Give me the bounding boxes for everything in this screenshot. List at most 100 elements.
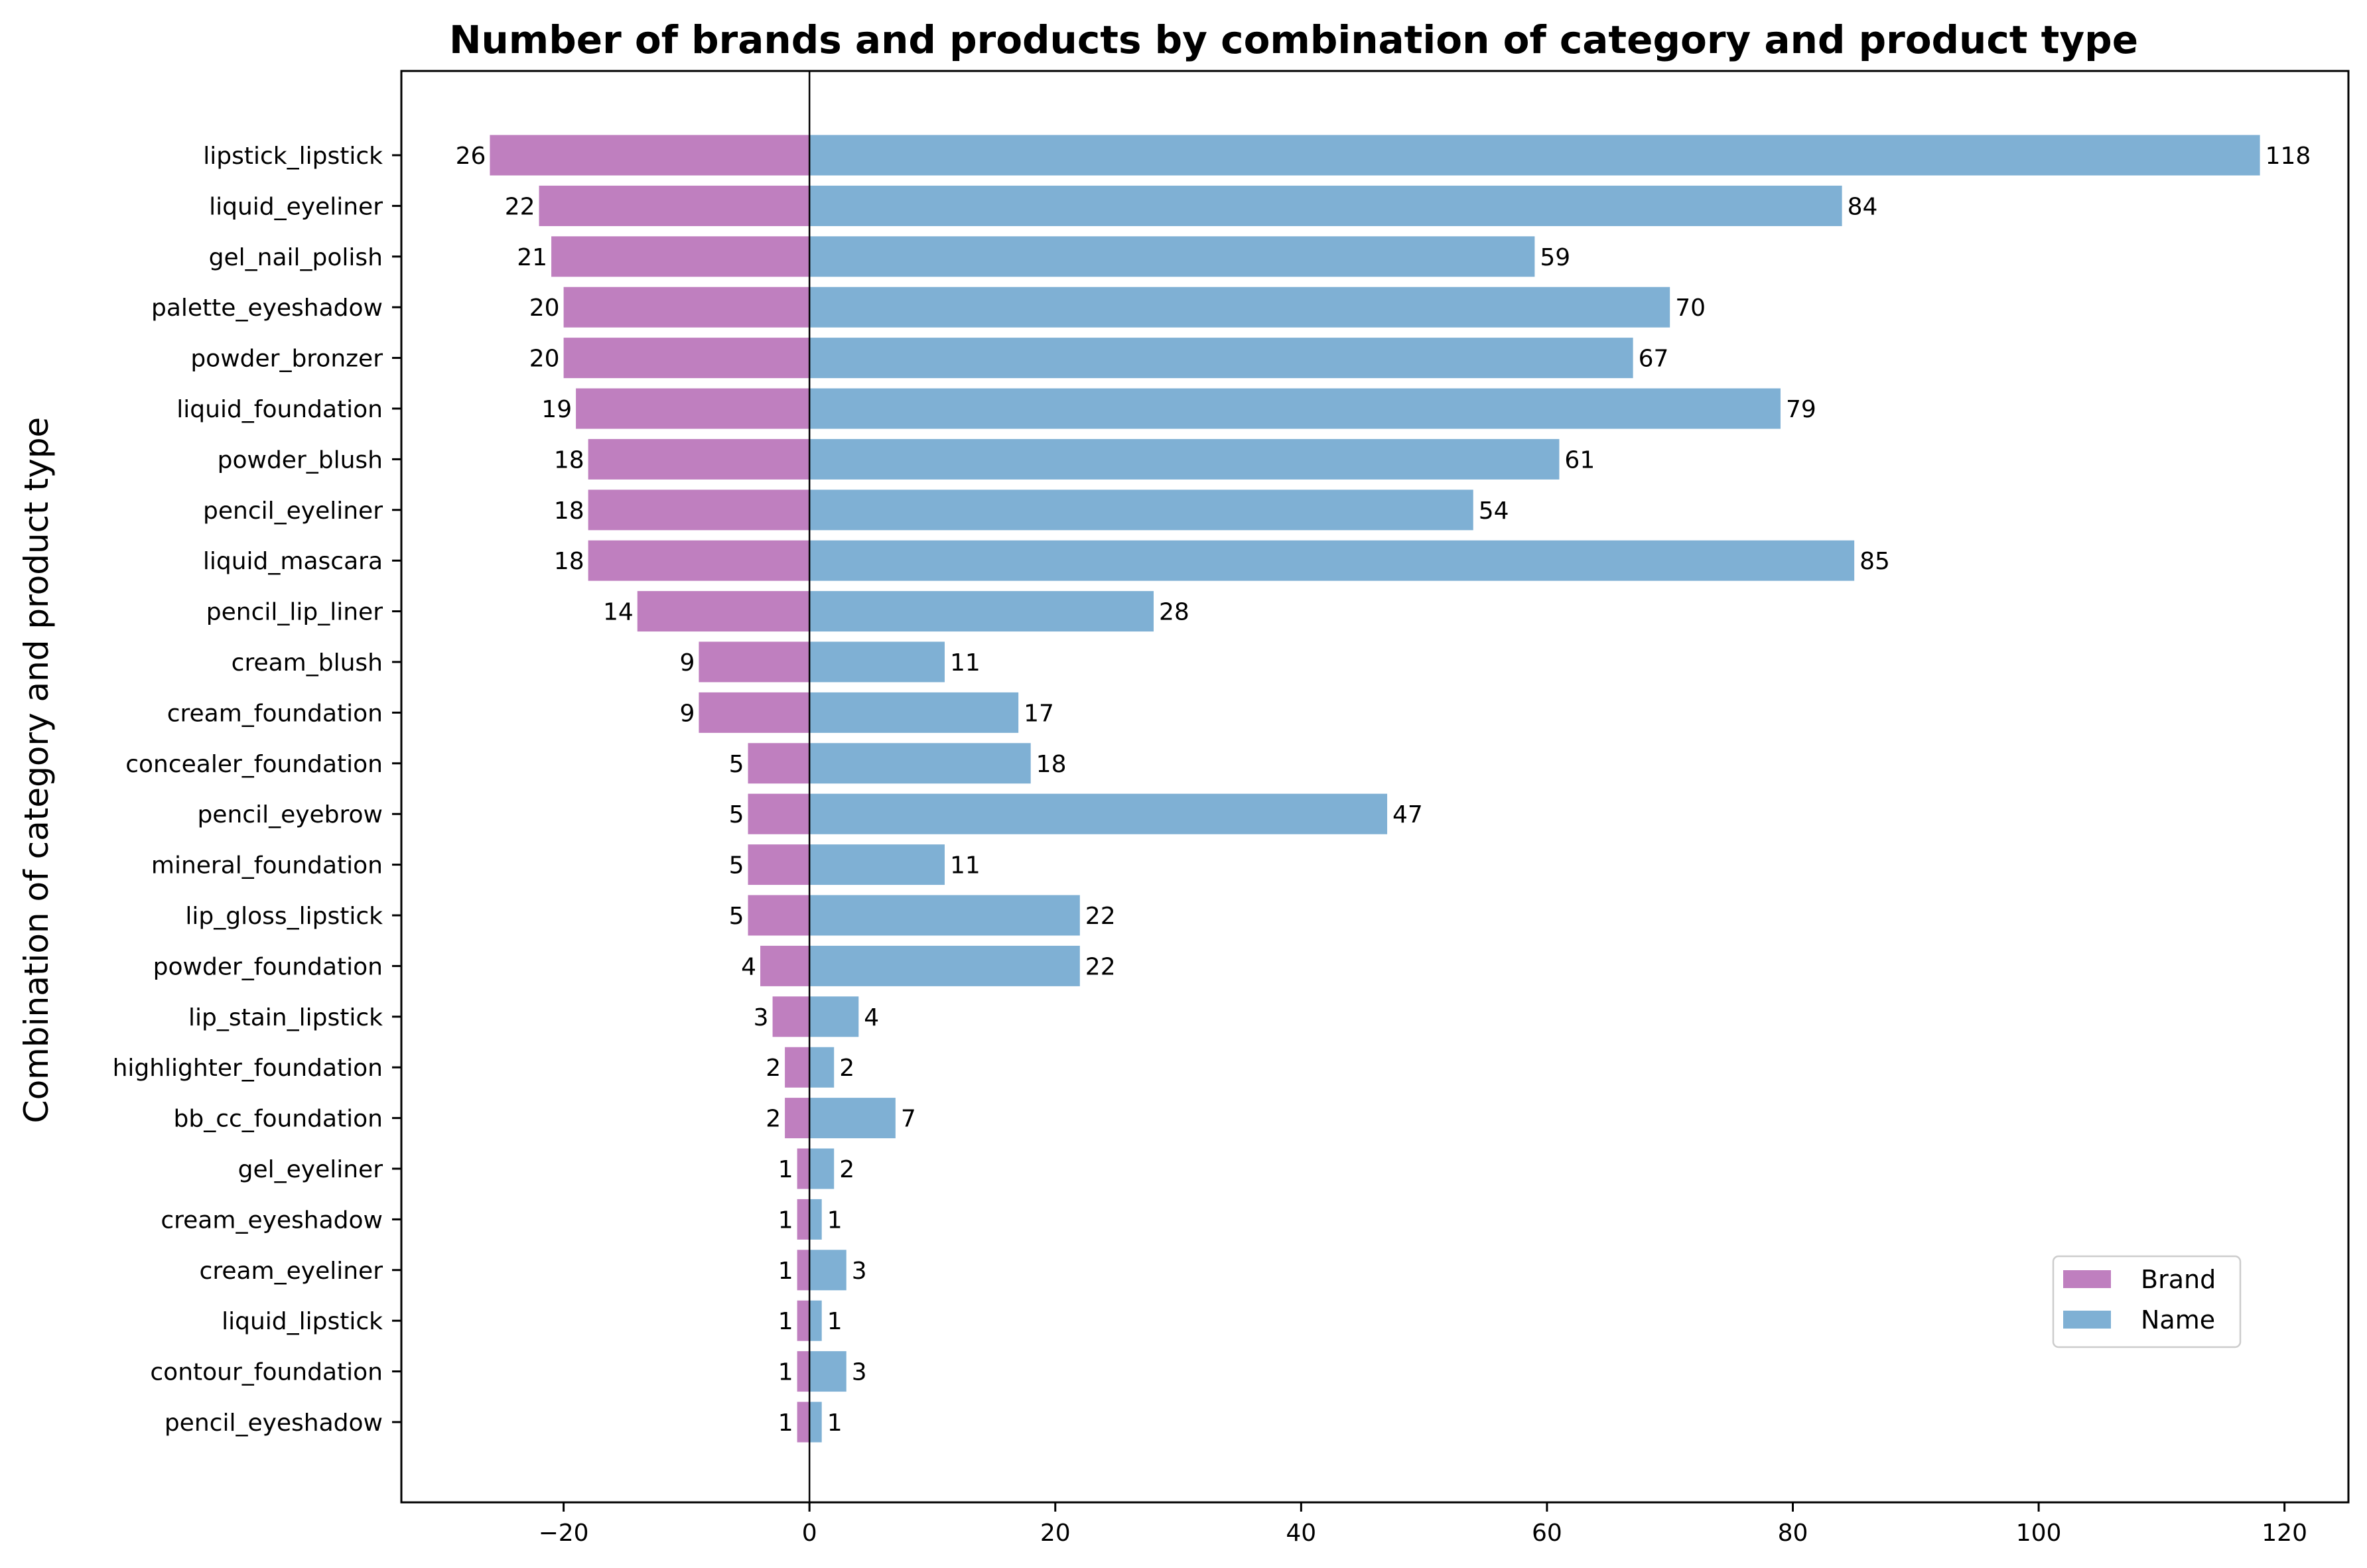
- bar-brand-lip_stain_lipstick: [772, 996, 810, 1037]
- y-tick-label-cream_eyeshadow: cream_eyeshadow: [161, 1207, 383, 1234]
- bar-brand-cream_eyeliner: [797, 1250, 810, 1291]
- data-label-brand-contour_foundation: 1: [778, 1359, 793, 1386]
- bar-name-pencil_lip_liner: [809, 591, 1154, 632]
- bar-brand-pencil_eyeshadow: [797, 1402, 810, 1443]
- legend-label-brand: Brand: [2141, 1265, 2216, 1294]
- y-tick-label-pencil_eyebrow: pencil_eyebrow: [197, 801, 383, 828]
- data-label-name-palette_eyeshadow: 70: [1675, 294, 1706, 322]
- data-label-name-pencil_eyeshadow: 1: [827, 1409, 843, 1437]
- y-tick-label-gel_nail_polish: gel_nail_polish: [209, 244, 383, 271]
- data-label-name-lip_stain_lipstick: 4: [864, 1004, 879, 1031]
- data-label-name-cream_blush: 11: [950, 649, 981, 677]
- x-ticks-group: −20 0 20 40 60 80 100 120: [539, 1502, 2307, 1547]
- chart-title: Number of brands and products by combina…: [449, 17, 2138, 62]
- data-label-name-pencil_eyeliner: 54: [1479, 497, 1509, 525]
- data-label-brand-pencil_eyeshadow: 1: [778, 1409, 793, 1437]
- data-label-brand-gel_nail_polish: 21: [517, 244, 547, 271]
- x-tick-label: 40: [1286, 1520, 1316, 1547]
- data-label-name-lip_gloss_lipstick: 22: [1085, 903, 1116, 930]
- bar-brand-gel_nail_polish: [551, 236, 810, 277]
- bar-brand-powder_blush: [588, 438, 810, 480]
- bar-name-liquid_foundation: [809, 388, 1781, 429]
- bar-name-gel_nail_polish: [809, 236, 1535, 277]
- y-tick-label-pencil_eyeliner: pencil_eyeliner: [203, 497, 383, 525]
- data-label-name-cream_eyeliner: 3: [852, 1258, 867, 1285]
- bar-brand-cream_blush: [699, 641, 810, 683]
- bar-name-liquid_eyeliner: [809, 185, 1842, 226]
- y-axis-label: Combination of category and product type: [17, 417, 56, 1124]
- bar-brand-liquid_mascara: [588, 540, 810, 581]
- plot-frame: [400, 70, 2350, 1504]
- bar-name-powder_bronzer: [809, 338, 1633, 379]
- data-label-brand-liquid_eyeliner: 22: [505, 193, 535, 220]
- x-tick-label: 0: [802, 1520, 817, 1547]
- y-ticks-group: lipstick_lipstick liquid_eyeliner gel_nail…: [113, 143, 401, 1437]
- x-tick-label: 80: [1778, 1520, 1808, 1547]
- data-label-name-pencil_eyebrow: 47: [1392, 801, 1423, 828]
- data-label-brand-liquid_lipstick: 1: [778, 1308, 793, 1335]
- data-label-brand-cream_eyeshadow: 1: [778, 1207, 793, 1234]
- y-tick-label-cream_blush: cream_blush: [232, 649, 383, 677]
- data-label-name-cream_foundation: 17: [1024, 700, 1054, 727]
- bar-brand-mineral_foundation: [748, 844, 810, 885]
- bar-brand-pencil_eyeliner: [588, 490, 810, 531]
- y-tick-label-liquid_foundation: liquid_foundation: [176, 396, 383, 423]
- y-tick-label-liquid_lipstick: liquid_lipstick: [222, 1308, 383, 1335]
- y-tick-label-lipstick_lipstick: lipstick_lipstick: [203, 143, 383, 170]
- data-label-name-liquid_mascara: 85: [1860, 548, 1890, 575]
- bar-brand-bb_cc_foundation: [785, 1098, 810, 1139]
- bar-brand-contour_foundation: [797, 1351, 810, 1392]
- y-tick-label-cream_foundation: cream_foundation: [167, 700, 383, 727]
- bar-name-bb_cc_foundation: [809, 1098, 896, 1139]
- bar-name-liquid_lipstick: [809, 1300, 822, 1341]
- data-label-name-contour_foundation: 3: [852, 1359, 867, 1386]
- bar-name-liquid_mascara: [809, 540, 1855, 581]
- data-label-brand-powder_bronzer: 20: [529, 346, 560, 373]
- data-label-name-mineral_foundation: 11: [950, 852, 981, 880]
- data-label-name-liquid_foundation: 79: [1786, 396, 1816, 423]
- bar-brand-pencil_lip_liner: [637, 591, 810, 632]
- y-tick-label-liquid_mascara: liquid_mascara: [203, 548, 383, 575]
- bar-name-lip_stain_lipstick: [809, 996, 859, 1037]
- bar-name-powder_foundation: [809, 945, 1080, 986]
- bar-name-cream_foundation: [809, 692, 1019, 733]
- bar-name-gel_eyeliner: [809, 1148, 835, 1189]
- bar-brand-cream_foundation: [699, 692, 810, 733]
- data-label-brand-powder_blush: 18: [554, 446, 584, 474]
- data-label-name-highlighter_foundation: 2: [839, 1055, 854, 1082]
- bar-name-lipstick_lipstick: [809, 135, 2260, 176]
- bar-name-highlighter_foundation: [809, 1047, 835, 1088]
- bar-name-pencil_eyebrow: [809, 793, 1388, 834]
- y-tick-label-highlighter_foundation: highlighter_foundation: [113, 1055, 383, 1082]
- y-tick-label-cream_eyeliner: cream_eyeliner: [200, 1258, 383, 1285]
- data-label-brand-lip_gloss_lipstick: 5: [729, 903, 744, 930]
- data-label-brand-gel_eyeliner: 1: [778, 1156, 793, 1183]
- data-label-name-lipstick_lipstick: 118: [2266, 143, 2311, 170]
- bar-brand-gel_eyeliner: [797, 1148, 810, 1189]
- data-label-brand-lipstick_lipstick: 26: [456, 143, 486, 170]
- data-label-brand-liquid_mascara: 18: [554, 548, 584, 575]
- y-tick-label-pencil_eyeshadow: pencil_eyeshadow: [165, 1409, 383, 1437]
- data-label-name-powder_bronzer: 67: [1639, 346, 1669, 373]
- legend-swatch-brand: [2063, 1270, 2111, 1288]
- data-label-brand-cream_foundation: 9: [679, 700, 695, 727]
- data-label-brand-cream_blush: 9: [679, 649, 695, 677]
- bar-brand-cream_eyeshadow: [797, 1199, 810, 1240]
- y-tick-label-bb_cc_foundation: bb_cc_foundation: [174, 1106, 383, 1133]
- data-label-name-cream_eyeshadow: 1: [827, 1207, 843, 1234]
- bar-brand-liquid_lipstick: [797, 1300, 810, 1341]
- data-label-brand-highlighter_foundation: 2: [766, 1055, 781, 1082]
- bar-name-mineral_foundation: [809, 844, 945, 885]
- bar-brand-liquid_eyeliner: [539, 185, 810, 226]
- bar-name-pencil_eyeshadow: [809, 1402, 822, 1443]
- data-label-brand-pencil_lip_liner: 14: [603, 599, 634, 626]
- bar-name-concealer_foundation: [809, 743, 1031, 784]
- bar-name-cream_eyeliner: [809, 1250, 846, 1291]
- data-label-name-pencil_lip_liner: 28: [1159, 599, 1189, 626]
- y-tick-label-gel_eyeliner: gel_eyeliner: [238, 1156, 383, 1183]
- x-tick-label: 20: [1040, 1520, 1071, 1547]
- y-tick-label-pencil_lip_liner: pencil_lip_liner: [206, 599, 383, 626]
- data-label-name-liquid_eyeliner: 84: [1848, 193, 1878, 220]
- data-label-brand-pencil_eyeliner: 18: [554, 497, 584, 525]
